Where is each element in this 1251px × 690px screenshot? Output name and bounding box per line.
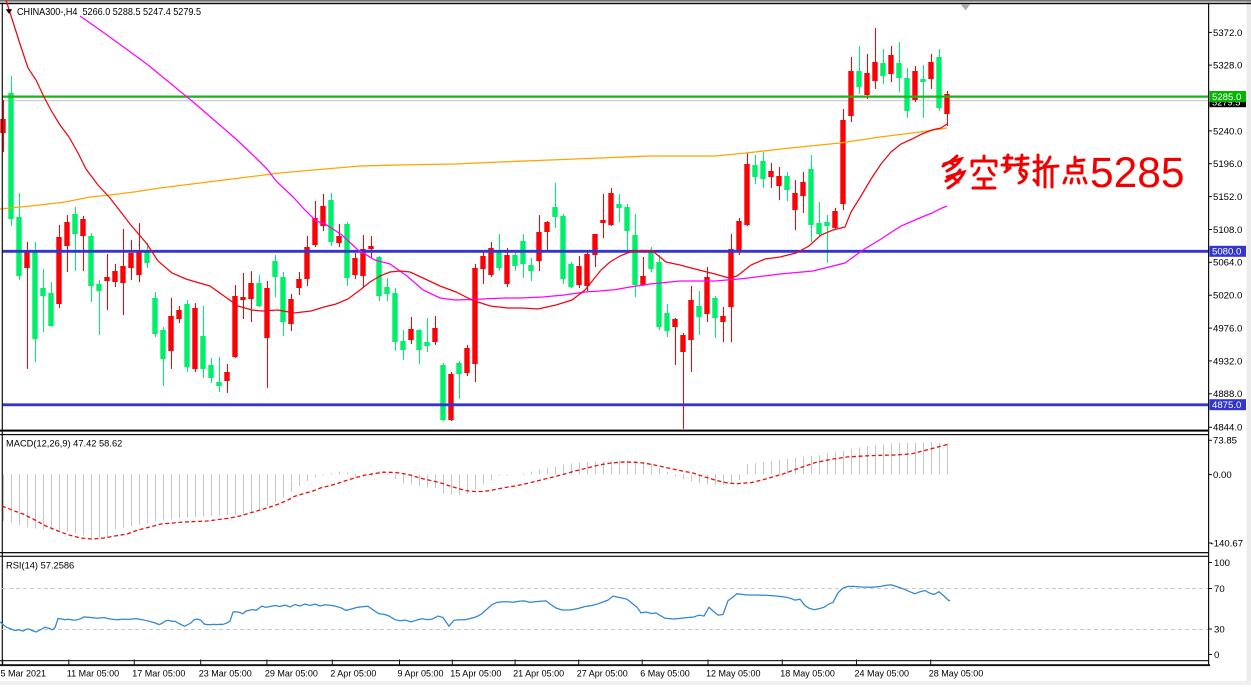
svg-text:27 Apr 05:00: 27 Apr 05:00 bbox=[577, 669, 628, 679]
svg-text:29 Mar 05:00: 29 Mar 05:00 bbox=[265, 669, 318, 679]
svg-text:CHINA300-,H4 5266.0 5288.5 52: CHINA300-,H4 5266.0 5288.5 5247.4 5279.5 bbox=[17, 7, 201, 18]
svg-text:5080.0: 5080.0 bbox=[1212, 247, 1241, 258]
svg-text:5285.0: 5285.0 bbox=[1212, 92, 1241, 103]
svg-text:73.85: 73.85 bbox=[1213, 436, 1237, 447]
svg-text:MACD(12,26,9) 47.42 58.62: MACD(12,26,9) 47.42 58.62 bbox=[6, 439, 122, 449]
svg-text:28 May 05:00: 28 May 05:00 bbox=[929, 669, 984, 679]
svg-text:0.00: 0.00 bbox=[1213, 470, 1232, 481]
svg-text:5152.0: 5152.0 bbox=[1213, 192, 1242, 203]
svg-text:70: 70 bbox=[1214, 584, 1225, 595]
svg-text:24 May 05:00: 24 May 05:00 bbox=[855, 669, 910, 679]
svg-text:5064.0: 5064.0 bbox=[1213, 258, 1242, 269]
svg-text:4875.0: 4875.0 bbox=[1212, 400, 1241, 411]
svg-text:5285: 5285 bbox=[1090, 150, 1185, 197]
svg-text:11 Mar 05:00: 11 Mar 05:00 bbox=[67, 669, 119, 679]
svg-text:21 Apr 05:00: 21 Apr 05:00 bbox=[513, 669, 564, 679]
svg-text:5240.0: 5240.0 bbox=[1213, 126, 1242, 137]
svg-text:5196.0: 5196.0 bbox=[1213, 159, 1242, 170]
svg-text:RSI(14) 57.2586: RSI(14) 57.2586 bbox=[6, 561, 74, 571]
svg-text:5328.0: 5328.0 bbox=[1213, 61, 1242, 72]
svg-text:100: 100 bbox=[1214, 558, 1230, 569]
svg-text:4844.0: 4844.0 bbox=[1213, 423, 1242, 434]
svg-text:5372.0: 5372.0 bbox=[1213, 28, 1242, 39]
svg-text:15 Apr 05:00: 15 Apr 05:00 bbox=[450, 669, 501, 679]
svg-text:4976.0: 4976.0 bbox=[1213, 324, 1242, 335]
svg-text:18 May 05:00: 18 May 05:00 bbox=[780, 669, 835, 679]
svg-text:9 Apr 05:00: 9 Apr 05:00 bbox=[398, 669, 444, 679]
svg-text:4888.0: 4888.0 bbox=[1213, 389, 1242, 400]
svg-text:5108.0: 5108.0 bbox=[1213, 225, 1242, 236]
svg-text:23 Mar 05:00: 23 Mar 05:00 bbox=[199, 669, 252, 679]
svg-text:0: 0 bbox=[1214, 650, 1219, 661]
svg-text:17 Mar 05:00: 17 Mar 05:00 bbox=[132, 669, 185, 679]
svg-text:2 Apr 05:00: 2 Apr 05:00 bbox=[330, 669, 376, 679]
svg-text:12 May 05:00: 12 May 05:00 bbox=[706, 669, 761, 679]
svg-text:-140.67: -140.67 bbox=[1211, 538, 1244, 549]
svg-text:30: 30 bbox=[1214, 624, 1225, 635]
svg-text:5 Mar 2021: 5 Mar 2021 bbox=[1, 669, 47, 679]
svg-text:4932.0: 4932.0 bbox=[1213, 356, 1242, 367]
svg-text:5020.0: 5020.0 bbox=[1213, 291, 1242, 302]
svg-text:6 May 05:00: 6 May 05:00 bbox=[640, 669, 690, 679]
